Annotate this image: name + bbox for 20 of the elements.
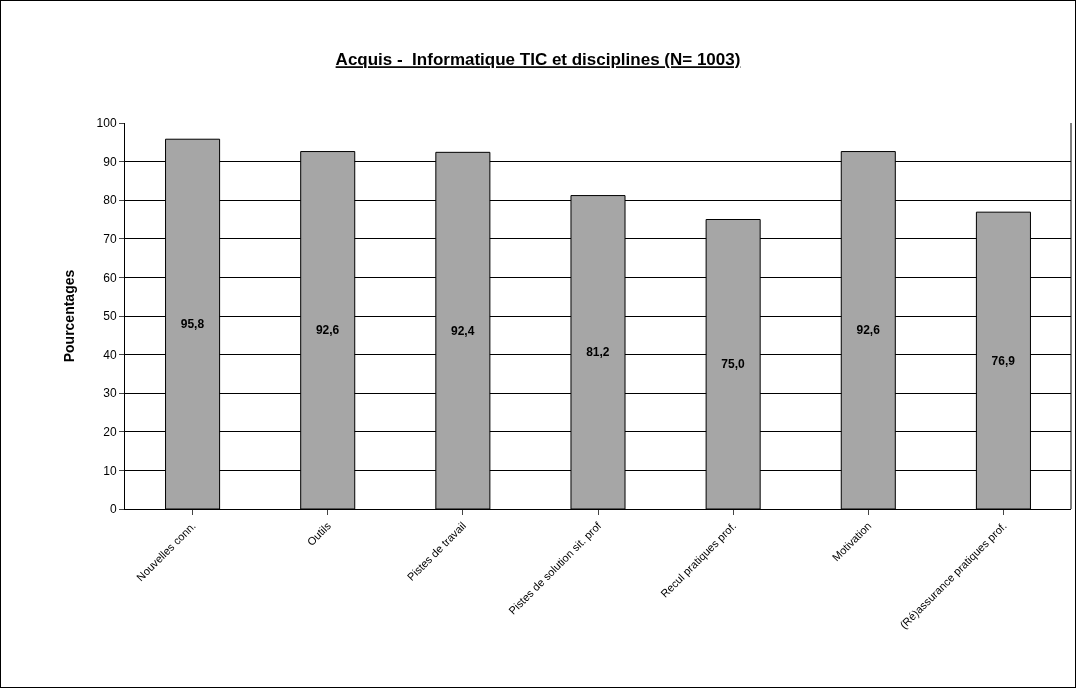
y-tick-label: 90 [103,154,117,169]
y-tick-label: 0 [109,502,117,517]
data-label: 75,0 [721,357,745,372]
y-axis-title: Pourcentages [61,269,78,363]
y-tick-label: 50 [103,309,117,324]
y-tick-label: 70 [103,232,117,246]
chart-title: Acquis - Informatique TIC et disciplines (N= 1003) [335,50,741,70]
data-label: 95,8 [180,317,205,332]
y-tick-label: 40 [103,347,117,362]
data-label: 92,4 [451,323,475,338]
y-tick-label: 60 [103,270,117,285]
data-label: 76,9 [991,353,1016,368]
y-tick-label: 30 [103,386,117,401]
y-tick-label: 100 [96,116,117,131]
y-tick-label: 20 [103,425,117,439]
data-label: 92,6 [315,323,340,338]
data-label: 81,2 [586,345,610,360]
y-tick-label: 10 [103,463,117,478]
y-tick-label: 80 [103,193,117,208]
data-label: 92,6 [856,323,881,338]
